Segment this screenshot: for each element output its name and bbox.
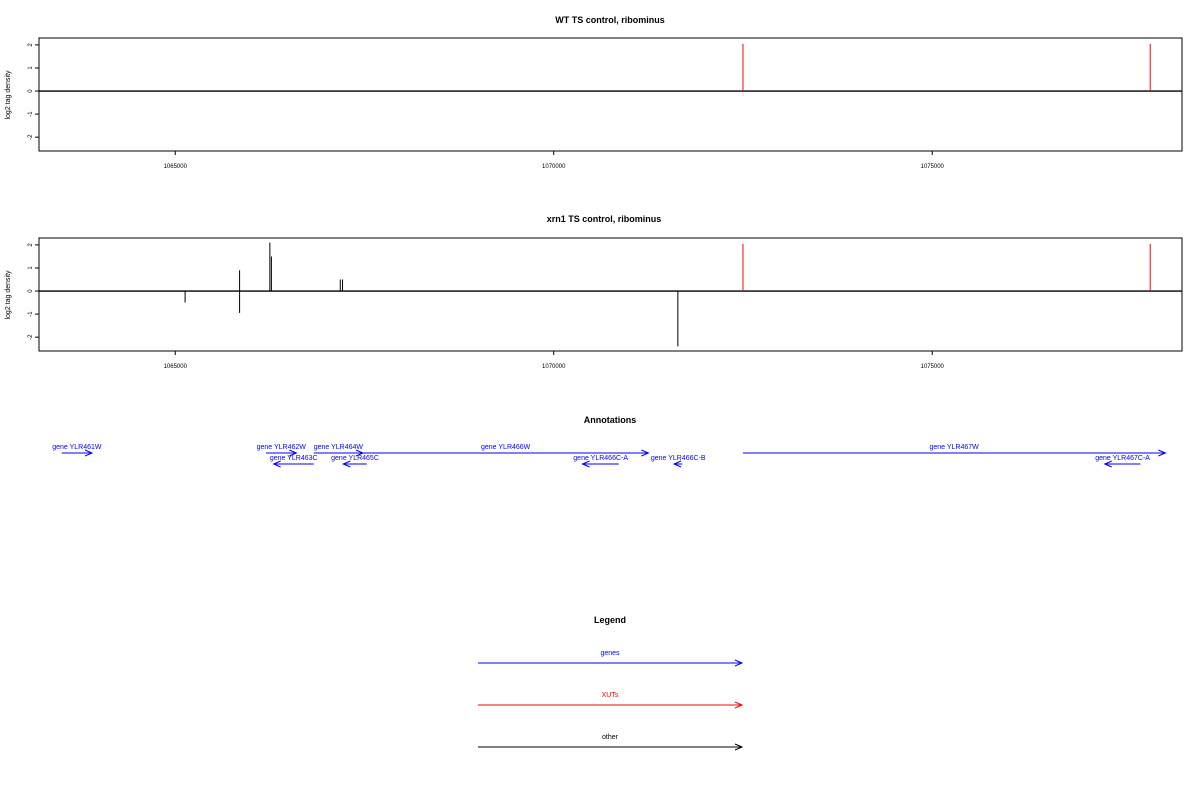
annotations-track: Annotations gene YLR461W gene YLR462Wgene… [52, 415, 1167, 468]
plot-frame [38, 237, 1183, 352]
y-tick-label: 0 [28, 289, 34, 293]
x-axis: 1065000 1070000 1075000 [164, 351, 945, 370]
gene-label: gene YLR466C-A [573, 455, 628, 462]
y-axis-label: log2 tag density [5, 270, 12, 320]
y-tick-label: 1 [28, 66, 34, 70]
y-tick-label: 2 [28, 243, 34, 247]
legend-items: genes XUTs other [478, 650, 744, 751]
annotations-title: Annotations [584, 415, 637, 425]
y-tick-label: -2 [28, 134, 34, 140]
panel-xrn1-ts-control: xrn1 TS control, ribominus log2 tag dens… [5, 214, 1183, 370]
gene-marks: gene YLR461W gene YLR462W gene YLR463C gene… [52, 444, 1167, 468]
y-axis-label: log2 tag density [5, 70, 12, 120]
panel-title: xrn1 TS control, ribominus [547, 214, 662, 224]
gene-annotation: gene YLR467C-A [1095, 455, 1150, 468]
x-tick-label: 1075000 [921, 164, 945, 170]
legend-label: XUTs [602, 692, 619, 699]
gene-arrowhead [84, 449, 94, 457]
gene-label: gene YLR466C-B [651, 455, 706, 462]
gene-arrowhead [641, 449, 650, 457]
gene-annotation: gene YLR461W [52, 444, 102, 457]
legend-label: other [602, 734, 619, 741]
gene-annotation: gene YLR466C-A [573, 455, 628, 468]
gene-annotation: gene YLR465C [331, 455, 379, 468]
gene-annotation: gene YLR462W [257, 444, 307, 457]
y-tick-label: 1 [28, 266, 34, 270]
legend-arrowhead [734, 743, 744, 751]
gene-label: gene YLR462W [257, 444, 307, 451]
plot-frame [38, 37, 1183, 152]
y-axis: 2 1 0 -1 -2 [28, 243, 39, 340]
gene-label: gene YLR461W [52, 444, 102, 451]
legend-arrowhead [734, 659, 744, 667]
gene-arrowhead [342, 460, 351, 468]
legend: Legend genes XUTs other [478, 615, 744, 751]
data-marks [39, 43, 1182, 92]
gene-arrowhead [272, 460, 281, 468]
x-tick-label: 1070000 [542, 164, 566, 170]
legend-title: Legend [594, 615, 626, 625]
legend-item-other: other [478, 734, 744, 751]
y-tick-label: -2 [28, 334, 34, 340]
gene-arrowhead [672, 460, 682, 468]
panel-wt-ts-control: WT TS control, ribominus log2 tag densit… [5, 15, 1183, 170]
y-axis: 2 1 0 -1 -2 [28, 43, 39, 140]
gene-annotation: gene YLR467W [742, 444, 1167, 457]
gene-label: gene YLR465C [331, 455, 379, 462]
gene-label: gene YLR467C-A [1095, 455, 1150, 462]
x-axis: 1065000 1070000 1075000 [164, 151, 945, 170]
x-tick-label: 1075000 [921, 364, 945, 370]
y-tick-label: 2 [28, 43, 34, 47]
y-tick-label: 0 [28, 89, 34, 93]
gene-label: gene YLR463C [270, 455, 318, 462]
x-tick-label: 1065000 [164, 164, 188, 170]
y-tick-label: -1 [28, 111, 34, 117]
gene-label: gene YLR466W [481, 444, 531, 451]
gene-arrowhead [1158, 449, 1167, 457]
gene-arrowhead [289, 449, 298, 457]
gene-label: gene YLR467W [930, 444, 980, 451]
gene-arrowhead [581, 460, 590, 468]
gene-annotation: gene YLR466C-B [651, 455, 706, 468]
x-tick-label: 1070000 [542, 364, 566, 370]
gene-label: gene YLR464W [314, 444, 364, 451]
data-marks [39, 242, 1182, 347]
gene-arrowhead [1103, 460, 1112, 468]
panel-title: WT TS control, ribominus [555, 15, 665, 25]
legend-item-xuts: XUTs [478, 692, 744, 709]
legend-item-genes: genes [478, 650, 744, 667]
y-tick-label: -1 [28, 311, 34, 317]
gene-annotation: gene YLR463C [270, 455, 318, 468]
legend-arrowhead [734, 701, 744, 709]
x-tick-label: 1065000 [164, 364, 188, 370]
legend-label: genes [600, 650, 620, 657]
gene-annotation: gene YLR466W [362, 444, 650, 457]
